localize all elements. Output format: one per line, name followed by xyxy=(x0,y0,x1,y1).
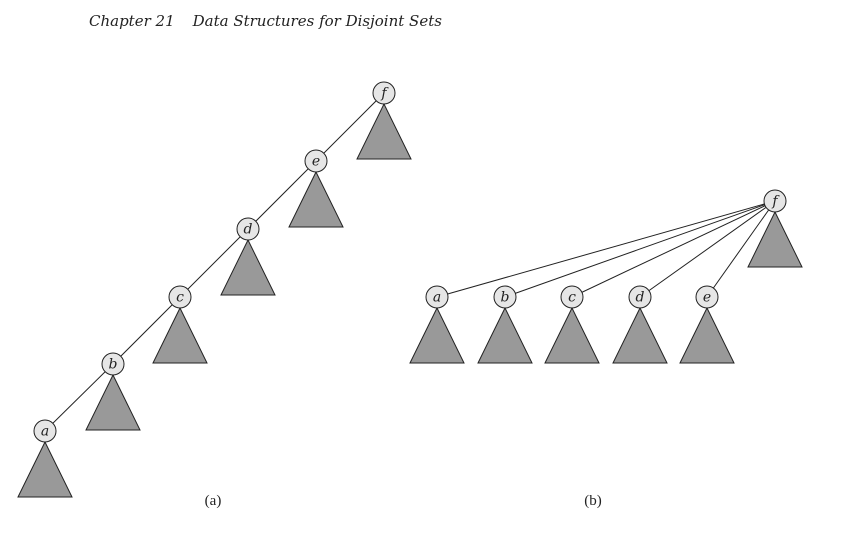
chain-edge-d-e xyxy=(247,160,317,230)
node-a-e-circle xyxy=(304,149,328,173)
node-a-f-circle xyxy=(372,81,396,105)
node-a-c-circle xyxy=(168,285,192,309)
node-b-a-circle xyxy=(425,285,449,309)
subtree-b-a xyxy=(409,306,465,364)
node-a-b-circle xyxy=(101,352,125,376)
subtree-b-d xyxy=(612,306,668,364)
subtree-a-a xyxy=(17,440,73,498)
node-b-d-circle xyxy=(628,285,652,309)
node-b-b-circle xyxy=(493,285,517,309)
node-a-f-label: f xyxy=(380,86,389,102)
chain-edge-b-c xyxy=(112,296,181,365)
node-a-e-label: e xyxy=(312,154,320,170)
node-a-a-label: a xyxy=(41,424,49,440)
star-edge-e-f xyxy=(706,200,776,298)
node-b-f-label: f xyxy=(771,194,780,210)
node-a-c-label: c xyxy=(176,290,184,306)
node-b-e-label: e xyxy=(703,290,711,306)
subtree-a-b xyxy=(85,373,141,431)
chapter-number: Chapter 21 xyxy=(89,12,175,30)
star-edge-a-f xyxy=(436,200,776,298)
node-b-d-label: d xyxy=(636,290,645,306)
page-header: Chapter 21 Data Structures for Disjoint S… xyxy=(89,12,442,30)
subtree-b-e xyxy=(679,306,735,364)
star-edge-c-f xyxy=(571,200,776,298)
subtree-b-b xyxy=(477,306,533,364)
star-edge-b-f xyxy=(504,200,776,298)
panel-b-caption: (b) xyxy=(584,493,602,509)
node-b-c-circle xyxy=(560,285,584,309)
subtree-a-d xyxy=(220,238,276,296)
chapter-title: Data Structures for Disjoint Sets xyxy=(192,12,442,30)
node-a-d-circle xyxy=(236,217,260,241)
panel-a-caption: (a) xyxy=(205,493,222,509)
subtree-b-c xyxy=(544,306,600,364)
subtree-a-c xyxy=(152,306,208,364)
chain-edge-a-b xyxy=(44,363,114,432)
subtree-a-e xyxy=(288,170,344,228)
star-edge-d-f xyxy=(639,200,776,298)
node-b-a-label: a xyxy=(433,290,441,306)
subtree-b-f xyxy=(747,210,803,268)
chain-edge-e-f xyxy=(315,92,385,162)
panel-b-flattened-tree: a b c d e f xyxy=(409,189,803,364)
subtree-a-f xyxy=(356,102,412,160)
node-b-e-circle xyxy=(695,285,719,309)
panel-a-chain-tree: a b c d e f xyxy=(17,81,412,498)
node-b-b-label: b xyxy=(501,290,510,306)
node-a-a-circle xyxy=(33,419,57,443)
node-a-b-label: b xyxy=(109,357,118,373)
node-b-c-label: c xyxy=(568,290,576,306)
chain-edge-c-d xyxy=(179,228,249,298)
node-b-f-circle xyxy=(763,189,787,213)
node-a-d-label: d xyxy=(244,222,253,238)
